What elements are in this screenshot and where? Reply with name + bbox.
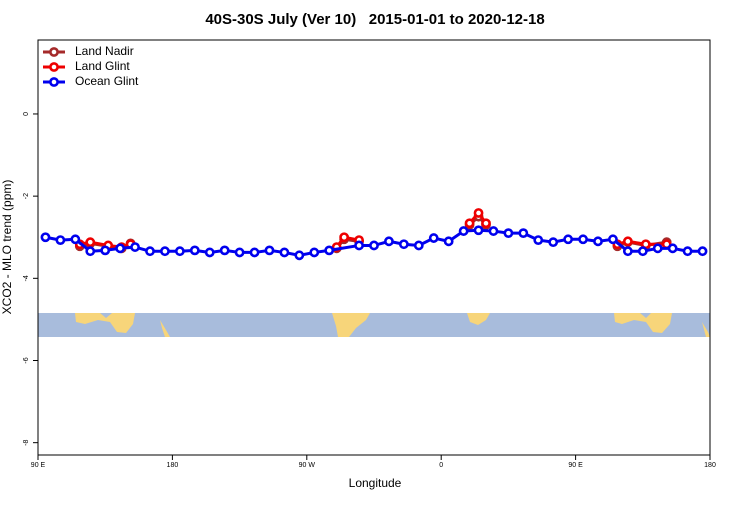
x-tick-label: 0 <box>439 462 443 469</box>
point <box>697 246 708 257</box>
point <box>464 218 475 229</box>
land <box>160 320 170 337</box>
point <box>294 250 305 261</box>
point <box>40 232 51 243</box>
point <box>593 236 603 247</box>
x-tick-label: 90 W <box>299 462 316 469</box>
point <box>324 245 335 256</box>
point <box>488 226 499 236</box>
point <box>608 234 618 245</box>
point <box>398 239 409 250</box>
point <box>682 246 693 257</box>
legend-label: Ocean Glint <box>75 74 139 88</box>
point <box>339 232 350 243</box>
ocean-band <box>38 313 710 337</box>
legend-label: Land Nadir <box>75 44 134 58</box>
point <box>249 247 260 258</box>
point <box>652 243 663 254</box>
point <box>264 245 275 256</box>
point <box>622 246 633 257</box>
point <box>578 234 588 245</box>
point <box>234 247 245 258</box>
y-tick-label: -8 <box>23 439 30 445</box>
map-strip <box>38 313 710 337</box>
x-tick-label: 180 <box>704 462 716 469</box>
point <box>413 240 424 251</box>
point <box>55 235 66 246</box>
y-tick-label: -4 <box>23 275 30 281</box>
point <box>369 240 379 251</box>
x-tick-label: 90 E <box>568 462 583 469</box>
y-tick-label: -2 <box>23 193 30 199</box>
point <box>145 246 155 257</box>
point <box>622 236 633 247</box>
point <box>204 247 215 258</box>
y-axis-label: XCO2 - MLO trend (ppm) <box>0 180 14 315</box>
point <box>503 228 514 239</box>
point <box>115 243 126 254</box>
point <box>563 234 574 245</box>
point <box>533 235 544 246</box>
point <box>189 245 200 256</box>
x-tick-label: 180 <box>167 462 179 469</box>
point <box>100 245 111 256</box>
point <box>428 233 439 243</box>
point <box>174 246 185 257</box>
point <box>473 208 484 218</box>
point <box>637 246 648 257</box>
legend-marker <box>49 62 59 72</box>
plot-frame <box>37 39 711 456</box>
point <box>85 246 96 257</box>
land <box>467 313 490 325</box>
legend-label: Land Glint <box>75 59 130 73</box>
point <box>219 245 230 256</box>
point <box>473 225 484 236</box>
point <box>85 237 96 248</box>
y-tick-label: 0 <box>23 112 30 116</box>
point <box>130 242 140 252</box>
point <box>548 237 559 248</box>
point <box>70 234 81 245</box>
legend-marker <box>49 77 59 87</box>
point <box>279 247 290 258</box>
point <box>160 246 170 257</box>
x-axis-label: Longitude <box>349 476 402 490</box>
point <box>384 236 394 247</box>
point <box>443 236 454 247</box>
point <box>458 226 469 236</box>
point <box>518 228 529 239</box>
point <box>354 240 364 251</box>
point <box>309 247 320 258</box>
chart-title: 40S-30S July (Ver 10) 2015-01-01 to 2020… <box>205 11 544 28</box>
land <box>614 313 672 333</box>
legend-marker <box>49 47 59 57</box>
land <box>75 313 135 333</box>
y-tick-label: -6 <box>23 357 30 363</box>
land <box>702 322 710 337</box>
point <box>481 218 491 229</box>
land <box>332 313 370 337</box>
point <box>667 243 678 254</box>
x-tick-label: 90 E <box>31 462 46 469</box>
